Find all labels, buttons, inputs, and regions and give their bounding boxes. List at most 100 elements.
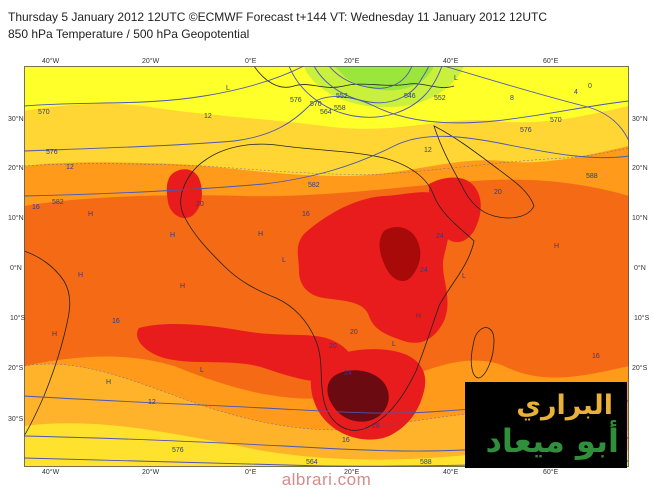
warm-area-red-west — [166, 169, 202, 219]
high-pressure-marker: H — [78, 272, 83, 279]
lat-tick-left: 10°N — [8, 215, 24, 222]
contour-line — [24, 96, 629, 152]
temp-label: 16 — [592, 353, 600, 360]
temp-label: 16 — [302, 211, 310, 218]
warm-area-red-east — [429, 177, 481, 243]
lon-tick-top: 0°E — [245, 58, 257, 65]
geopotential-label: 558 — [334, 105, 346, 112]
contour-line — [24, 66, 305, 107]
forecast-title: Thursday 5 January 2012 12UTC ©ECMWF For… — [8, 10, 547, 24]
lon-tick-bottom: 40°W — [42, 469, 60, 476]
warm-area-red-south-west — [136, 324, 353, 382]
lat-tick-left: 20°N — [8, 165, 24, 172]
lon-tick-bottom: 0°E — [245, 469, 257, 476]
coastline-arabia — [433, 125, 535, 219]
lon-tick-top: 60°E — [543, 58, 559, 65]
contour-line — [288, 66, 443, 118]
geopotential-label: 576 — [520, 127, 532, 134]
contour-line — [328, 66, 413, 89]
geopotential-label: 564 — [320, 109, 332, 116]
geopotential-label: 570 — [310, 101, 322, 108]
temp-label: 12 — [204, 113, 212, 120]
lon-tick-top: 20°E — [344, 58, 360, 65]
geopotential-label: 552 — [434, 95, 446, 102]
high-pressure-marker: H — [52, 331, 57, 338]
lat-tick-right: 20°N — [632, 165, 648, 172]
geopotential-label: 546 — [404, 93, 416, 100]
watermark-logo: البراري أبو ميعاد — [465, 382, 627, 468]
forecast-map: 12 12 16 12 20 20 16 24 24 20 16 20 12 1… — [24, 66, 629, 467]
lon-tick-bottom: 60°E — [543, 469, 559, 476]
lat-tick-left: 0°N — [10, 265, 22, 272]
low-pressure-marker: L — [392, 341, 396, 348]
coastline-south-america — [24, 250, 71, 437]
lon-tick-top: 40°W — [42, 58, 60, 65]
geopotential-label: 570 — [38, 109, 50, 116]
high-pressure-marker: H — [170, 232, 175, 239]
temp-label: 24 — [344, 370, 352, 377]
low-pressure-marker: L — [282, 257, 286, 264]
temp-label: 16 — [112, 318, 120, 325]
temp-label: 4 — [574, 89, 578, 96]
high-pressure-marker: H — [416, 313, 421, 320]
temp-label: 16 — [342, 437, 350, 444]
lon-tick-bottom: 20°W — [142, 469, 160, 476]
logo-line-2: أبو ميعاد — [485, 422, 619, 460]
temp-label: 28 — [372, 423, 380, 430]
temp-label: 16 — [32, 204, 40, 211]
logo-line-1: البراري — [516, 390, 613, 421]
contour-line — [443, 66, 629, 142]
high-pressure-marker: H — [180, 283, 185, 290]
coastline-madagascar — [470, 327, 495, 379]
temp-label: 12 — [148, 399, 156, 406]
temp-label: 12 — [66, 164, 74, 171]
geopotential-label: 564 — [306, 459, 318, 466]
temp-label: 20 — [494, 189, 502, 196]
temp-label: 8 — [510, 95, 514, 102]
low-pressure-marker: L — [454, 75, 458, 82]
geopotential-label: 588 — [586, 173, 598, 180]
high-pressure-marker: H — [88, 211, 93, 218]
low-pressure-marker: L — [462, 273, 466, 280]
geopotential-label: 570 — [550, 117, 562, 124]
warm-area-maroon-core — [327, 370, 389, 422]
warm-area-red-central — [297, 192, 450, 343]
temp-label: 24 — [436, 233, 444, 240]
high-pressure-marker: H — [106, 379, 111, 386]
geopotential-label: 582 — [308, 182, 320, 189]
lat-tick-right: 20°S — [632, 365, 648, 372]
temp-label: 0 — [588, 83, 592, 90]
lat-tick-left: 30°N — [8, 116, 24, 123]
coastline-europe — [253, 66, 455, 88]
low-pressure-marker: L — [226, 85, 230, 92]
high-pressure-marker: H — [258, 231, 263, 238]
lon-tick-top: 20°W — [142, 58, 160, 65]
low-pressure-marker: L — [200, 367, 204, 374]
geopotential-label: 552 — [336, 93, 348, 100]
geopotential-label: 576 — [290, 97, 302, 104]
geopotential-label: 588 — [420, 459, 432, 466]
geopotential-label: 576 — [172, 447, 184, 454]
lat-tick-right: 30°N — [632, 116, 648, 123]
temp-label: 12 — [424, 147, 432, 154]
site-footer-url[interactable]: albrari.com — [281, 470, 372, 489]
lon-tick-bottom: 40°E — [443, 469, 459, 476]
forecast-subtitle: 850 hPa Temperature / 500 hPa Geopotenti… — [8, 27, 250, 41]
lat-tick-left: 30°S — [8, 416, 24, 423]
contour-line — [24, 147, 629, 175]
lat-tick-right: 10°N — [632, 215, 648, 222]
temp-label: 24 — [420, 267, 428, 274]
high-pressure-marker: H — [554, 243, 559, 250]
geopotential-label: 582 — [52, 199, 64, 206]
lat-tick-right: 0°N — [634, 265, 646, 272]
temp-label: 20 — [196, 201, 204, 208]
temp-label: 20 — [350, 329, 358, 336]
lon-tick-top: 40°E — [443, 58, 459, 65]
lat-tick-left: 20°S — [8, 365, 24, 372]
contour-line — [24, 135, 629, 197]
temp-label: 20 — [329, 343, 337, 350]
lat-tick-right: 10°S — [634, 315, 650, 322]
lat-tick-left: 10°S — [10, 315, 26, 322]
coastline-africa — [180, 143, 475, 431]
contour-line — [313, 66, 430, 104]
